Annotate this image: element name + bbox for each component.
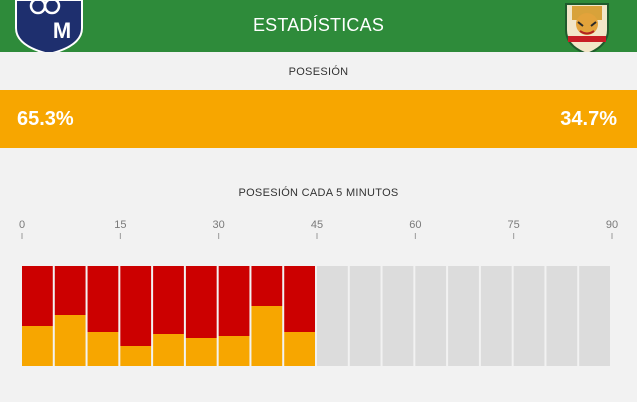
x-tick-label: 0 (19, 219, 25, 231)
x-tick-label: 75 (508, 219, 520, 231)
away-possession-bar (120, 346, 152, 366)
home-possession-bar (284, 266, 315, 332)
empty-interval-bar (480, 266, 512, 366)
home-possession-bar (54, 266, 86, 315)
stats-header: M ESTADÍSTICAS (0, 0, 637, 52)
x-tick-label: 15 (114, 219, 126, 231)
away-possession-bar (218, 336, 250, 366)
away-possession-bar (22, 326, 53, 366)
home-possession-bar (87, 266, 119, 332)
home-possession-bar (153, 266, 184, 334)
x-axis-ticks: 0 15 30 45 60 75 90 (19, 219, 618, 239)
x-tick-label: 60 (409, 219, 421, 231)
away-possession-bar (251, 306, 283, 366)
empty-interval-bar (546, 266, 578, 366)
possession-interval-label: POSESIÓN CADA 5 MINUTOS (238, 187, 399, 199)
home-possession-bar (22, 266, 53, 326)
x-tick-label: 30 (213, 219, 225, 231)
possession-bar: 65.3% 34.7% (0, 90, 637, 148)
empty-interval-bar (382, 266, 414, 366)
empty-interval-bar (579, 266, 610, 366)
home-possession-bar (185, 266, 217, 338)
empty-interval-bar (448, 266, 479, 366)
x-tick-label: 45 (311, 219, 323, 231)
empty-interval-bar (317, 266, 348, 366)
possession-label: POSESIÓN (288, 66, 349, 78)
x-tick-label: 90 (606, 219, 618, 231)
away-possession-value: 34.7% (560, 108, 617, 130)
chart-bars (22, 266, 610, 366)
tolima-logo-icon (565, 3, 609, 52)
away-possession-bar (54, 315, 86, 366)
home-possession-bar (120, 266, 152, 346)
home-possession-bar (251, 266, 283, 306)
home-possession-bar (218, 266, 250, 336)
home-possession-value: 65.3% (17, 108, 74, 130)
svg-text:M: M (53, 18, 71, 43)
away-possession-bar (153, 334, 184, 366)
page-title: ESTADÍSTICAS (252, 15, 385, 35)
empty-interval-bar (349, 266, 381, 366)
away-possession-bar (87, 332, 119, 366)
away-possession-bar (284, 332, 315, 366)
empty-interval-bar (513, 266, 545, 366)
millonarios-logo-icon: M (15, 0, 83, 52)
empty-interval-bar (415, 266, 447, 366)
away-possession-bar (185, 338, 217, 366)
